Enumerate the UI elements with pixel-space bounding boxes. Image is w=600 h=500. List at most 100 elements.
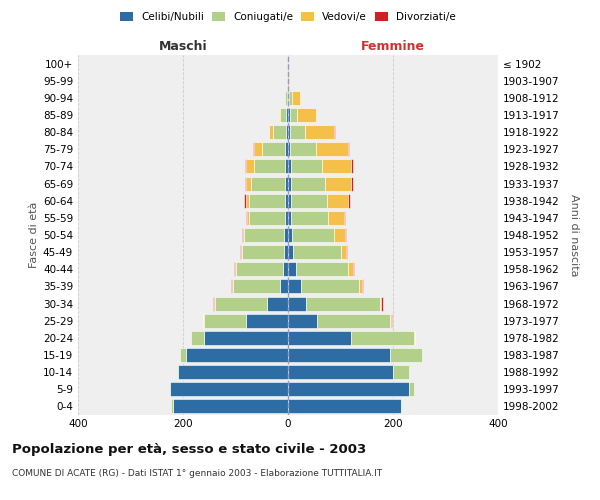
Bar xyxy=(359,280,361,293)
Bar xyxy=(246,194,248,207)
Bar xyxy=(288,296,307,310)
Bar xyxy=(286,176,288,190)
Bar xyxy=(288,245,293,259)
Bar xyxy=(288,262,296,276)
Bar xyxy=(290,142,316,156)
Bar xyxy=(246,160,254,173)
Bar xyxy=(170,382,288,396)
Bar xyxy=(169,382,170,396)
Bar xyxy=(286,194,288,207)
Bar xyxy=(283,262,288,276)
Bar xyxy=(254,142,262,156)
Text: Maschi: Maschi xyxy=(158,40,208,54)
Bar xyxy=(244,228,284,242)
Bar xyxy=(288,194,290,207)
Bar xyxy=(289,91,292,105)
Bar xyxy=(262,142,286,156)
Bar xyxy=(245,160,246,173)
Bar xyxy=(288,211,291,225)
Bar xyxy=(325,176,351,190)
Bar xyxy=(173,400,288,413)
Bar xyxy=(279,108,280,122)
Bar xyxy=(288,365,393,379)
Bar xyxy=(242,245,284,259)
Bar xyxy=(401,400,403,413)
Bar xyxy=(176,365,178,379)
Bar xyxy=(273,125,286,139)
Legend: Celibi/Nubili, Coniugati/e, Vedovi/e, Divorziati/e: Celibi/Nubili, Coniugati/e, Vedovi/e, Di… xyxy=(120,12,456,22)
Bar xyxy=(286,125,288,139)
Bar xyxy=(328,194,349,207)
Bar xyxy=(248,194,286,207)
Bar xyxy=(246,314,288,328)
Bar xyxy=(288,176,290,190)
Text: COMUNE DI ACATE (RG) - Dati ISTAT 1° gennaio 2003 - Elaborazione TUTTITALIA.IT: COMUNE DI ACATE (RG) - Dati ISTAT 1° gen… xyxy=(12,468,382,477)
Bar xyxy=(351,160,353,173)
Bar xyxy=(391,348,422,362)
Bar xyxy=(178,365,288,379)
Bar xyxy=(288,125,290,139)
Bar xyxy=(351,331,414,345)
Bar xyxy=(248,211,286,225)
Bar xyxy=(284,228,288,242)
Bar xyxy=(288,108,290,122)
Bar xyxy=(288,382,409,396)
Y-axis label: Anni di nascita: Anni di nascita xyxy=(569,194,579,276)
Bar xyxy=(291,211,328,225)
Bar xyxy=(348,142,349,156)
Bar xyxy=(288,91,289,105)
Bar xyxy=(341,245,346,259)
Bar xyxy=(296,262,349,276)
Bar xyxy=(349,194,350,207)
Bar xyxy=(267,296,288,310)
Text: Femmine: Femmine xyxy=(361,40,425,54)
Bar xyxy=(382,296,383,310)
Bar xyxy=(288,228,292,242)
Bar xyxy=(185,348,288,362)
Bar xyxy=(204,331,288,345)
Bar xyxy=(235,262,283,276)
Bar xyxy=(286,108,288,122)
Bar xyxy=(349,262,353,276)
Bar xyxy=(409,382,414,396)
Bar xyxy=(292,228,334,242)
Bar xyxy=(346,245,347,259)
Y-axis label: Fasce di età: Fasce di età xyxy=(29,202,39,268)
Bar xyxy=(293,245,341,259)
Bar xyxy=(234,262,235,276)
Bar xyxy=(328,211,344,225)
Bar xyxy=(286,142,288,156)
Bar xyxy=(254,160,286,173)
Bar xyxy=(204,314,246,328)
Bar xyxy=(393,365,409,379)
Bar xyxy=(181,348,185,362)
Bar xyxy=(215,296,267,310)
Bar xyxy=(317,314,391,328)
Bar xyxy=(289,74,290,88)
Bar xyxy=(269,125,273,139)
Bar xyxy=(251,176,286,190)
Bar xyxy=(280,108,286,122)
Bar xyxy=(344,211,345,225)
Bar xyxy=(290,160,322,173)
Bar xyxy=(334,228,344,242)
Bar xyxy=(298,108,316,122)
Bar xyxy=(172,400,173,413)
Bar xyxy=(288,348,391,362)
Bar xyxy=(290,194,328,207)
Bar xyxy=(287,91,288,105)
Bar xyxy=(361,280,362,293)
Bar xyxy=(247,211,248,225)
Bar xyxy=(233,280,280,293)
Bar xyxy=(286,211,288,225)
Bar xyxy=(301,280,359,293)
Bar xyxy=(292,91,299,105)
Bar xyxy=(316,142,348,156)
Bar xyxy=(351,176,353,190)
Bar xyxy=(322,160,351,173)
Bar xyxy=(285,91,287,105)
Text: Popolazione per età, sesso e stato civile - 2003: Popolazione per età, sesso e stato civil… xyxy=(12,442,366,456)
Bar xyxy=(345,228,346,242)
Bar xyxy=(288,142,290,156)
Bar xyxy=(191,331,204,345)
